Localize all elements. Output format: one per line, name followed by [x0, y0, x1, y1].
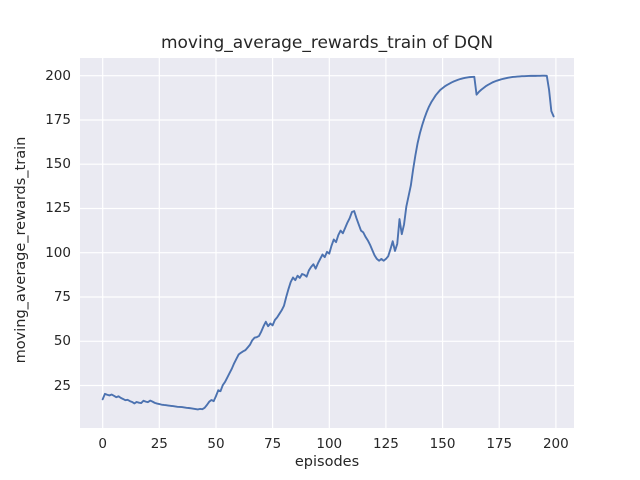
- y-tick-label-175: 175: [45, 111, 71, 128]
- x-tick-label-0: 0: [98, 436, 107, 452]
- grid-lines: [80, 58, 574, 428]
- y-tick-label-50: 50: [53, 333, 71, 350]
- x-tick-label-125: 125: [373, 436, 399, 452]
- x-tick-label-25: 25: [150, 436, 168, 452]
- x-tick-label-200: 200: [542, 436, 569, 452]
- line-chart: [80, 58, 574, 428]
- y-tick-label-25: 25: [53, 377, 71, 394]
- x-tick-label-100: 100: [316, 436, 343, 452]
- y-tick-label-100: 100: [45, 244, 71, 261]
- plot-area: [80, 58, 574, 428]
- x-tick-label-150: 150: [429, 436, 456, 452]
- x-tick-label-175: 175: [486, 436, 513, 452]
- x-tick-label-50: 50: [207, 436, 225, 452]
- reward-line-series: [101, 74, 555, 411]
- x-axis-label: episodes: [294, 454, 360, 470]
- y-tick-label-75: 75: [53, 288, 71, 305]
- x-tick-label-75: 75: [264, 436, 282, 452]
- y-tick-label-125: 125: [45, 200, 71, 217]
- y-axis-label: moving_average_rewards_train: [13, 136, 29, 364]
- y-tick-label-200: 200: [45, 67, 71, 84]
- y-tick-label-150: 150: [45, 156, 71, 173]
- chart-title: moving_average_rewards_train of DQN: [160, 33, 494, 53]
